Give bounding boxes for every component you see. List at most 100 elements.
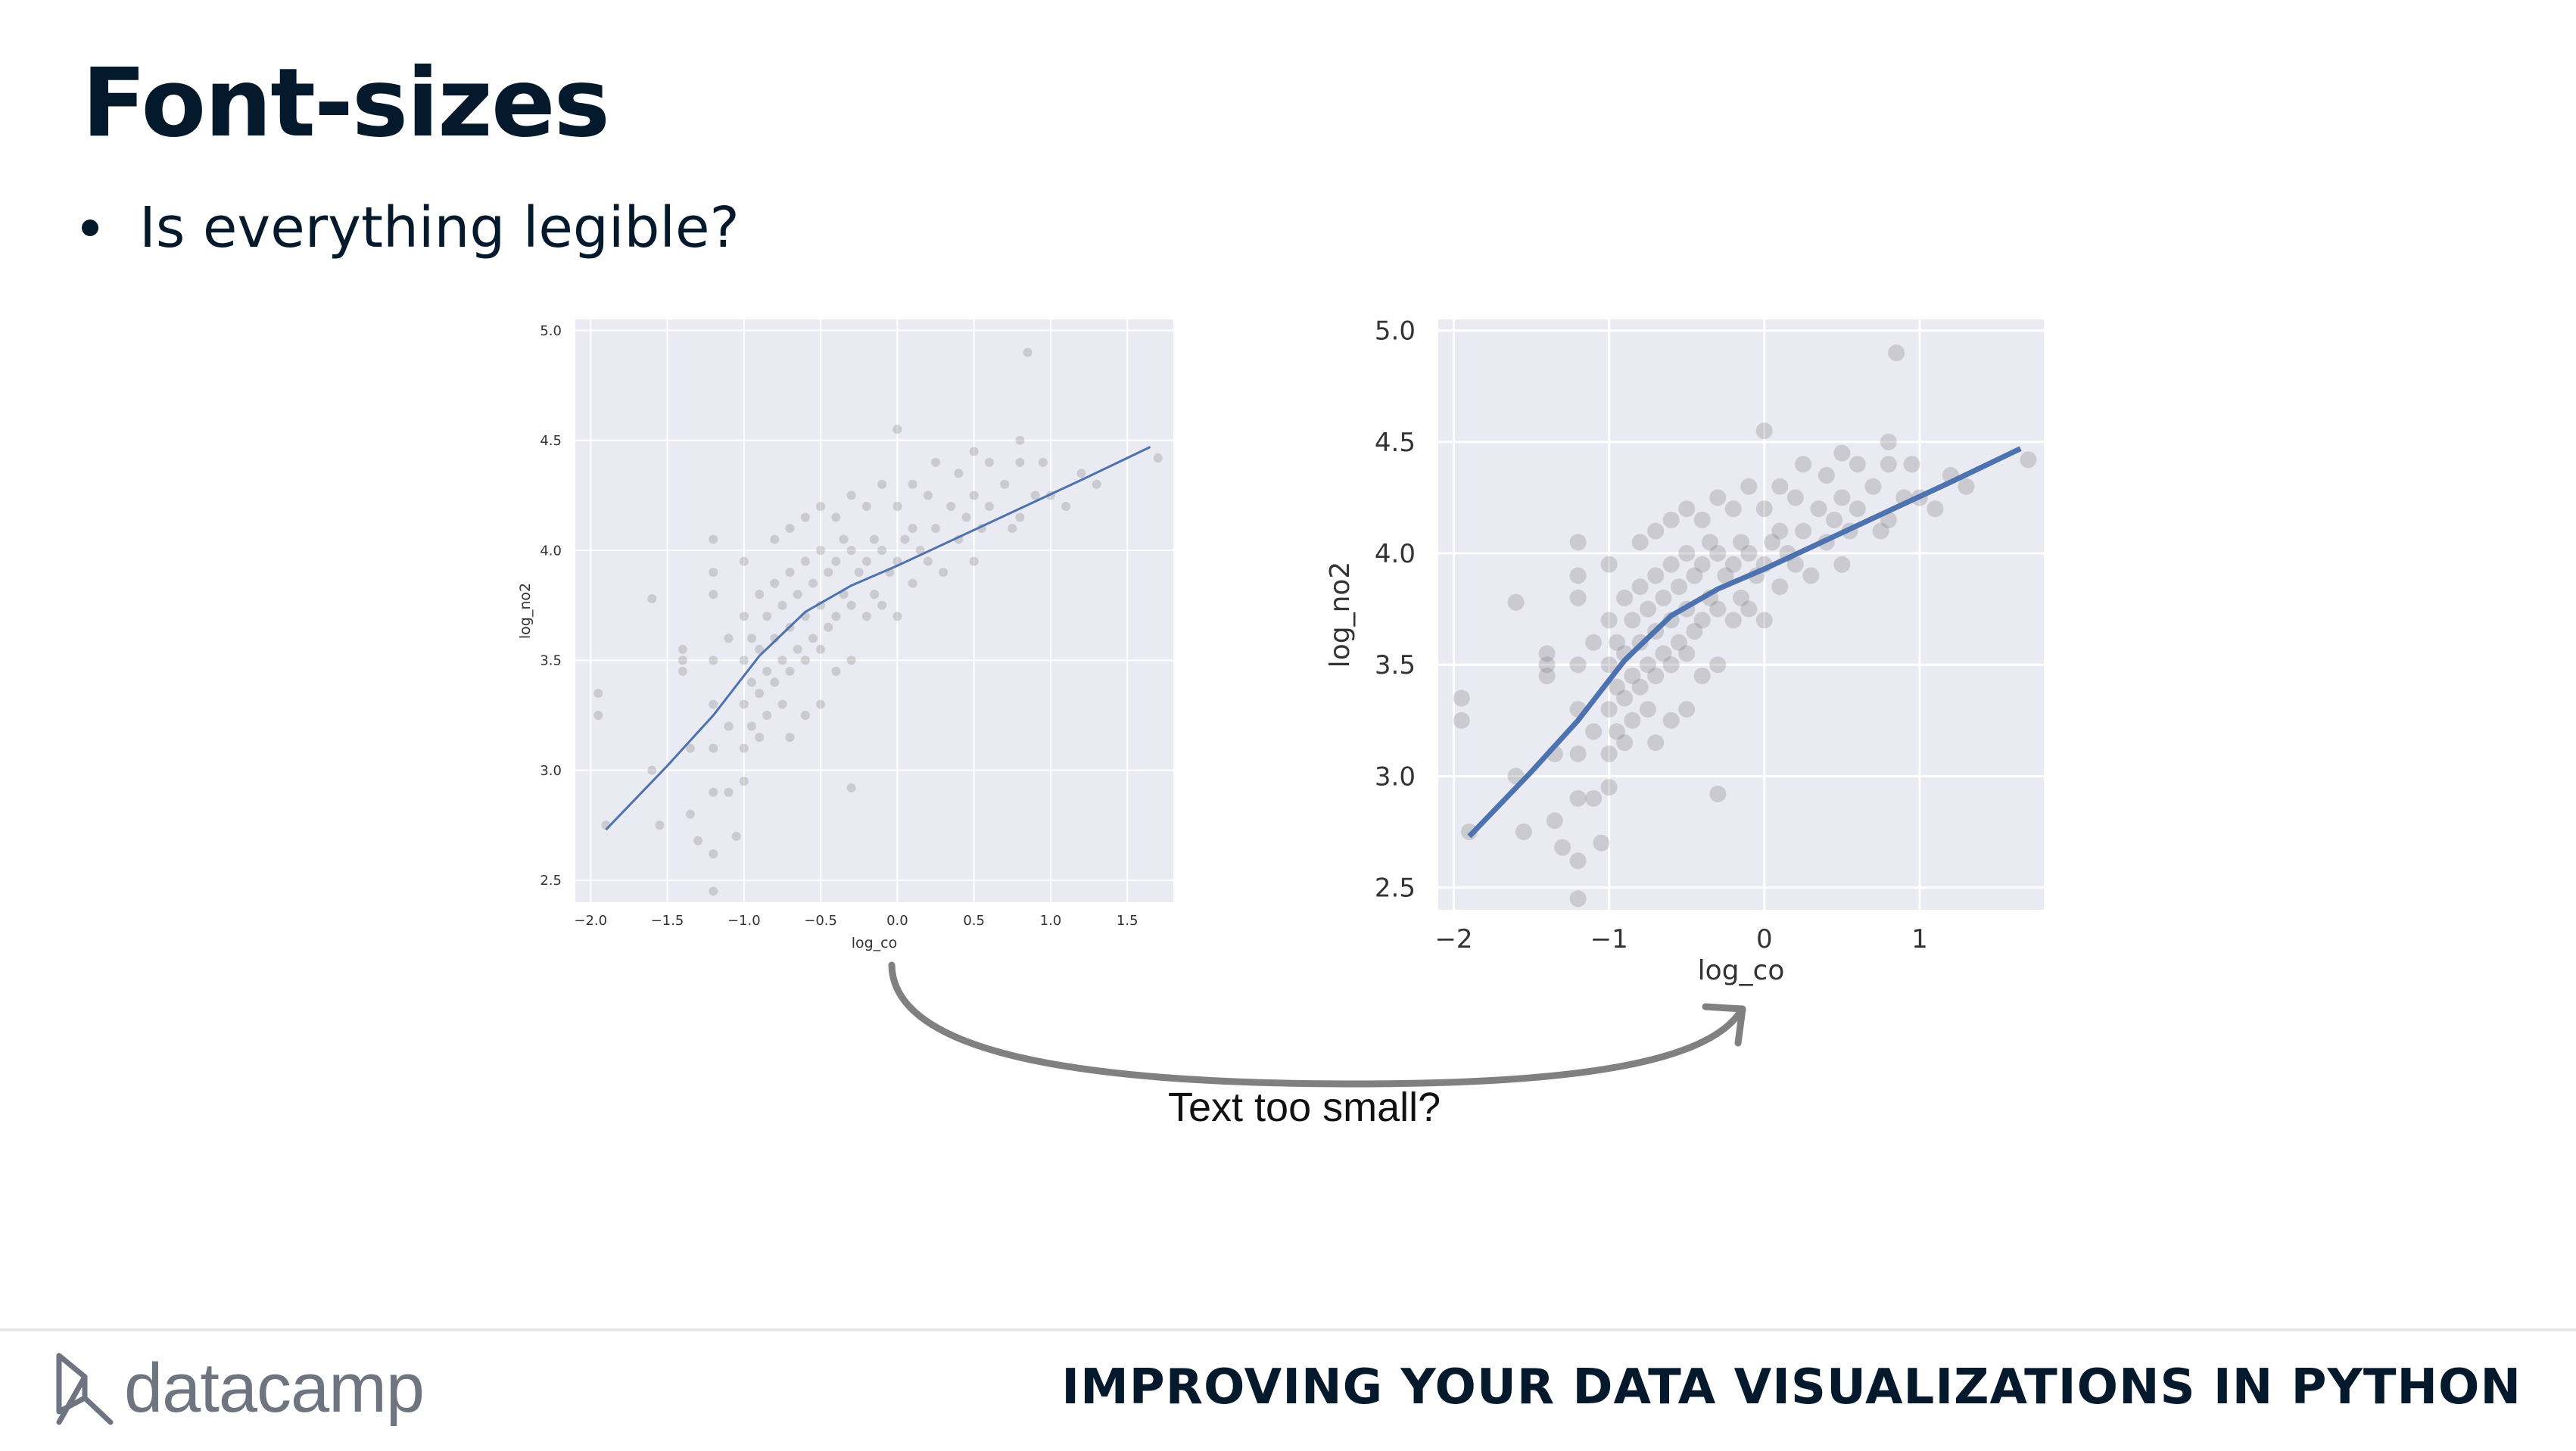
data-point	[931, 457, 941, 467]
data-point	[709, 699, 718, 709]
data-point	[709, 886, 718, 896]
data-point	[593, 711, 603, 721]
data-point	[709, 568, 718, 578]
data-point	[892, 612, 902, 621]
data-point	[1888, 344, 1905, 362]
data-point	[1701, 534, 1718, 551]
data-point	[685, 743, 695, 753]
data-point	[1872, 522, 1889, 540]
data-point	[1631, 578, 1649, 596]
data-point	[1678, 701, 1696, 718]
y-tick-label: 5.0	[1375, 316, 1416, 347]
datacamp-logo[interactable]: datacamp	[53, 1349, 425, 1428]
data-point	[846, 490, 856, 500]
x-tick-label: 1.0	[1040, 913, 1062, 929]
data-point	[762, 612, 772, 621]
x-tick-label: 1.5	[1117, 913, 1138, 929]
data-point	[709, 849, 718, 859]
datacamp-logo-icon	[56, 1353, 114, 1425]
data-point	[915, 546, 925, 556]
data-point	[739, 655, 749, 665]
data-point	[1795, 522, 1812, 540]
data-point	[1023, 347, 1033, 357]
data-point	[923, 556, 933, 566]
data-point	[1608, 634, 1625, 651]
data-point	[1453, 690, 1470, 707]
data-point	[1639, 656, 1656, 674]
y-tick-label: 4.0	[540, 543, 562, 559]
data-point	[1569, 890, 1587, 908]
data-point	[693, 836, 703, 845]
data-point	[1538, 656, 1556, 674]
x-tick-label: 0	[1756, 924, 1773, 954]
data-point	[724, 634, 734, 643]
y-tick-label: 5.0	[540, 323, 562, 339]
data-point	[1709, 785, 1727, 802]
data-point	[647, 594, 657, 604]
data-point	[1755, 422, 1773, 440]
data-point	[1015, 435, 1025, 445]
data-point	[1662, 511, 1680, 528]
course-title: IMPROVING YOUR DATA VISUALIZATIONS IN PY…	[1061, 1359, 2521, 1415]
data-point	[1958, 478, 1975, 495]
data-point	[1786, 556, 1804, 573]
data-point	[1724, 556, 1742, 573]
data-point	[1569, 745, 1587, 762]
data-point	[1740, 600, 1758, 618]
data-point	[709, 534, 718, 544]
data-point	[1000, 479, 1010, 489]
data-point	[892, 501, 902, 511]
data-point	[1631, 534, 1649, 551]
data-point	[1092, 479, 1101, 489]
y-axis-label: log_no2	[1325, 562, 1356, 668]
bullet-dot-icon	[82, 220, 98, 236]
arrow-caption: Text too small?	[1168, 1085, 1441, 1130]
data-point	[724, 787, 734, 797]
data-point	[1631, 678, 1649, 696]
data-point	[755, 644, 765, 654]
x-axis-label: log_co	[1698, 955, 1785, 986]
data-point	[1864, 478, 1882, 495]
data-point	[1849, 500, 1866, 518]
y-tick-label: 3.5	[1375, 650, 1416, 680]
data-point	[861, 612, 871, 621]
data-point	[1693, 511, 1711, 528]
data-point	[709, 655, 718, 665]
data-point	[1717, 567, 1734, 584]
data-point	[1678, 545, 1696, 562]
data-point	[854, 568, 864, 578]
data-point	[655, 820, 665, 830]
data-point	[839, 534, 849, 544]
x-tick-label: −2	[1434, 924, 1472, 954]
data-point	[1693, 667, 1711, 684]
data-point	[923, 490, 933, 500]
data-point	[746, 634, 756, 643]
data-point	[846, 546, 856, 556]
data-point	[1686, 623, 1703, 640]
data-point	[677, 655, 687, 665]
data-point	[1507, 593, 1525, 611]
data-point	[770, 677, 780, 687]
data-point	[1061, 501, 1071, 511]
data-point	[984, 457, 994, 467]
data-point	[824, 622, 833, 632]
data-point	[1786, 489, 1804, 506]
data-point	[1740, 545, 1758, 562]
data-point	[870, 534, 879, 544]
data-point	[939, 568, 948, 578]
data-point	[816, 501, 826, 511]
data-point	[1709, 600, 1727, 618]
data-point	[846, 783, 856, 792]
x-tick-label: −1	[1590, 924, 1628, 954]
data-point	[1670, 634, 1687, 651]
x-tick-label: −1.0	[727, 913, 761, 929]
data-point	[1771, 522, 1789, 540]
data-point	[1585, 634, 1603, 651]
data-point	[831, 612, 841, 621]
data-point	[1569, 589, 1587, 606]
data-point	[709, 787, 718, 797]
data-point	[755, 688, 765, 698]
y-tick-label: 3.0	[1375, 761, 1416, 792]
data-point	[770, 534, 780, 544]
